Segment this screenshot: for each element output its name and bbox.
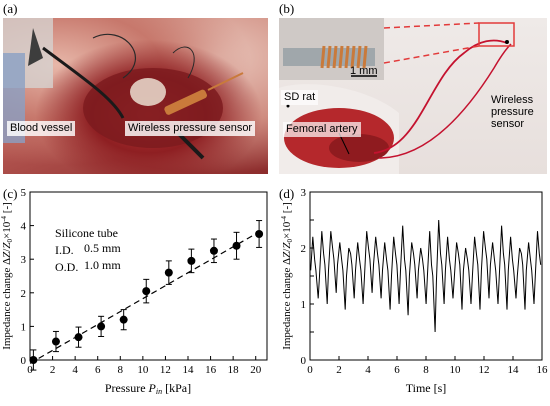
c-xtick-label: 8 <box>118 364 124 376</box>
scale-bar-label: 1 mm <box>350 65 378 77</box>
d-ytick-label: 1 <box>301 299 307 311</box>
d-xtick-label: 4 <box>365 364 371 376</box>
data-point <box>119 315 128 324</box>
chart-c-xlabel: Pressure Pin [kPa] <box>105 381 191 396</box>
chart-d-ylabel: Impedance change ΔZ/Z0×10-4 [-] <box>280 202 294 350</box>
surgery-photo: Blood vessel Wireless pressure sensor <box>3 18 268 174</box>
d-xtick-label: 6 <box>394 364 400 376</box>
d-xtick-label: 0 <box>307 364 313 376</box>
sensor-label-a: Wireless pressure sensor <box>125 121 256 136</box>
chart-c-tube-label: Silicone tube <box>55 226 118 240</box>
c-ytick-label: 2 <box>21 288 27 300</box>
d-xtick-label: 10 <box>450 364 462 376</box>
sd-rat-label: SD rat <box>281 90 319 105</box>
sensor-label-b-line3: sensor <box>491 118 525 130</box>
data-point <box>255 230 264 238</box>
data-point <box>142 287 151 296</box>
c-ytick-label: 1 <box>21 321 27 333</box>
d-xtick-label: 2 <box>336 364 342 376</box>
panel-a-label: (a) <box>3 1 18 16</box>
d-xtick-label: 16 <box>537 364 549 376</box>
d-ytick-label: 0 <box>301 355 307 367</box>
blood-vessel-label: Blood vessel <box>7 121 76 136</box>
data-point <box>51 337 60 346</box>
chart-c-id-value: 0.5 mm <box>84 241 121 255</box>
c-xtick-label: 16 <box>205 364 217 376</box>
chart-c-od-label: O.D. <box>55 260 78 274</box>
rat-photo: 1 mm SD rat Femoral artery Wireless pres… <box>279 18 547 174</box>
panel-c-label: (c) <box>3 186 18 201</box>
fit-line <box>29 230 262 364</box>
c-xtick-label: 6 <box>95 364 101 376</box>
d-ytick-label: 3 <box>301 187 307 199</box>
impedance-trace <box>310 219 542 333</box>
c-xtick-label: 2 <box>50 364 56 376</box>
c-ytick-label: 0 <box>21 355 27 367</box>
data-point <box>74 333 83 342</box>
d-ytick-label: 2 <box>301 243 307 255</box>
c-xtick-label: 4 <box>72 364 78 376</box>
data-point <box>209 246 218 255</box>
data-point <box>97 322 106 331</box>
sensor-label-b-line2: pressure <box>491 106 534 118</box>
c-xtick-label: 20 <box>250 364 262 376</box>
c-xtick-label: 0 <box>27 364 33 376</box>
panel-d-label: (d) <box>279 186 295 201</box>
data-point <box>232 241 241 250</box>
c-xtick-label: 10 <box>137 364 149 376</box>
chart-d-xlabel: Time [s] <box>406 381 447 395</box>
c-xtick-label: 14 <box>183 364 195 376</box>
sensor-label-b-line1: Wireless <box>491 94 534 106</box>
chart-c-ylabel: Impedance change ΔZ/Z0×10-4 [-] <box>0 202 14 350</box>
c-ytick-label: 3 <box>21 254 27 266</box>
c-ytick-label: 4 <box>21 221 27 233</box>
plot-frame-d <box>309 191 543 361</box>
d-xtick-label: 12 <box>479 364 490 376</box>
c-xtick-label: 18 <box>228 364 240 376</box>
c-xtick-label: 12 <box>160 364 171 376</box>
surgery-illustration <box>3 18 244 160</box>
c-ytick-label: 5 <box>21 187 27 199</box>
plot-frame-c <box>29 191 268 361</box>
chart-c-od-value: 1.0 mm <box>84 258 121 272</box>
chart-c-id-label: I.D. <box>55 243 74 257</box>
data-point <box>29 356 38 364</box>
sensor-label-b: Wireless pressure sensor <box>491 94 534 130</box>
femoral-artery-label: Femoral artery <box>283 122 361 137</box>
d-xtick-label: 14 <box>508 364 520 376</box>
data-point <box>187 256 196 265</box>
data-point <box>164 268 173 277</box>
panel-b-label: (b) <box>279 1 295 16</box>
d-xtick-label: 8 <box>423 364 429 376</box>
